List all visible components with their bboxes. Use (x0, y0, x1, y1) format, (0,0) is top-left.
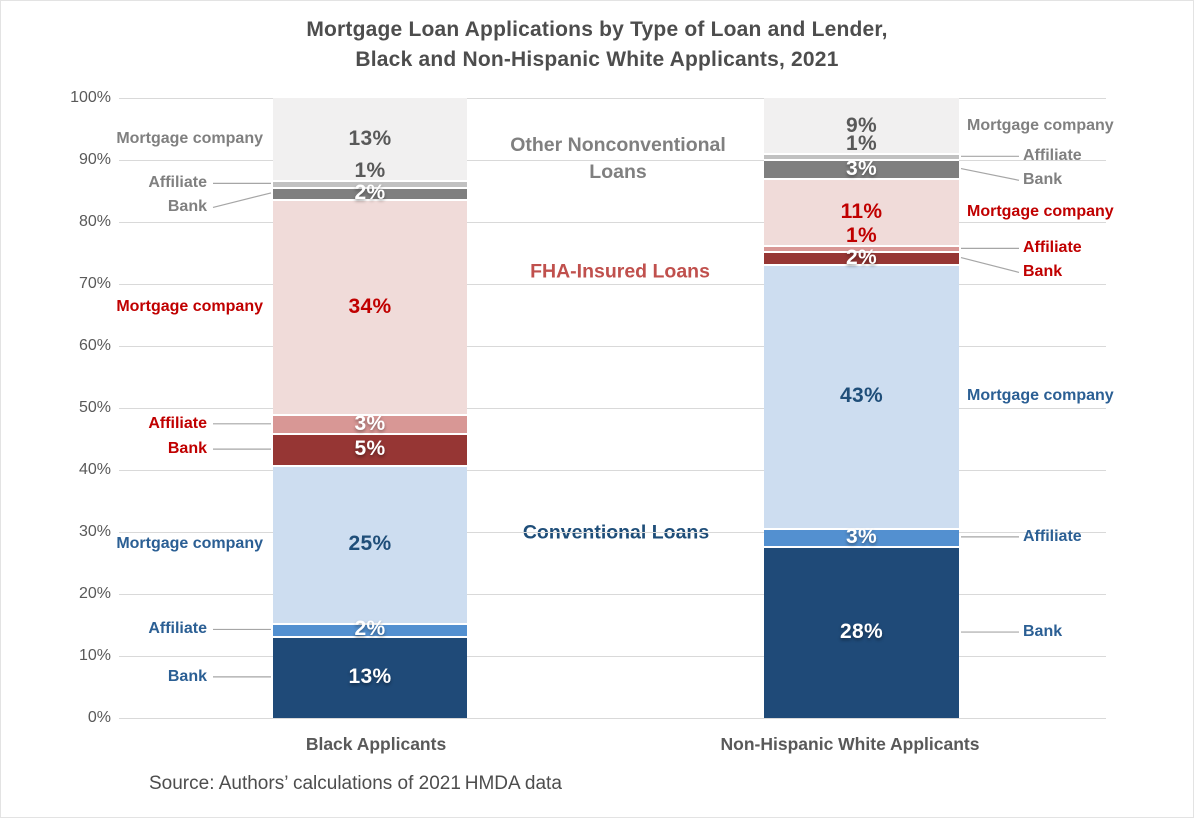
value-label-bank: 3% (846, 156, 877, 180)
group-label-conventional-loans: Conventional Loans (522, 521, 710, 544)
chart-title-line1: Mortgage Loan Applications by Type of Lo… (306, 18, 888, 41)
bar-segment-conventional-loans-bank (273, 635, 467, 718)
bar-segment-other-nonconventional-loans-bank (273, 186, 467, 200)
y-tick-label-60%: 60% (78, 337, 111, 354)
value-label-affiliate: 1% (354, 159, 386, 183)
bar-segment-fha-insured-loans-bank (273, 433, 467, 465)
bar-segment-other-nonconventional-loans-bank (764, 159, 959, 178)
bar-segment-conventional-loans-mortgage-company (273, 464, 467, 624)
source-note: Source: Authors’ calculations of 2021 HM… (149, 773, 562, 794)
lender-label-bank: Bank (1023, 263, 1063, 281)
value-label-bank: 5% (354, 437, 386, 461)
lender-label-mortgage-company: Mortgage company (116, 535, 263, 553)
bar-segment-fha-insured-loans-affiliate (273, 414, 467, 434)
lender-label-affiliate: Affiliate (148, 414, 207, 432)
value-label-affiliate: 1% (846, 224, 877, 248)
value-label-mortgage-company: 43% (840, 383, 883, 407)
value-label-affiliate: 1% (846, 132, 877, 156)
y-tick-label-0%: 0% (87, 709, 111, 726)
gridline-10% (119, 655, 1106, 657)
lender-label-affiliate: Affiliate (1023, 527, 1082, 545)
y-tick-label-70%: 70% (78, 275, 111, 292)
group-label-fha-insured-loans: FHA-Insured Loans (530, 260, 710, 283)
gridline-70% (119, 283, 1106, 285)
leader-line (960, 257, 1020, 273)
y-tick-label-80%: 80% (78, 213, 111, 230)
value-label-bank: 2% (846, 245, 877, 269)
lender-label-bank: Bank (1023, 171, 1063, 189)
y-tick-label-90%: 90% (78, 151, 111, 168)
gridline-90% (119, 159, 1106, 161)
lender-label-mortgage-company: Mortgage company (967, 202, 1114, 220)
bar-segment-fha-insured-loans-mortgage-company (273, 199, 467, 415)
bar-segment-fha-insured-loans-mortgage-company (764, 177, 959, 246)
value-label-mortgage-company: 9% (846, 113, 877, 137)
y-tick-label-50%: 50% (78, 399, 111, 416)
y-tick-label-20%: 20% (78, 585, 111, 602)
leader-line (212, 192, 272, 208)
gridline-0% (119, 717, 1106, 719)
lender-label-mortgage-company: Mortgage company (967, 386, 1114, 404)
gridline-60% (119, 345, 1106, 347)
lender-label-bank: Bank (167, 440, 207, 458)
group-label-other-nonconventional-loans: Other Nonconventional Loans (510, 134, 726, 183)
bar-segment-other-nonconventional-loans-affiliate (273, 180, 467, 187)
category-label-black-applicants: Black Applicants (305, 734, 447, 754)
y-tick-label-30%: 30% (78, 523, 111, 540)
gridline-30% (119, 531, 1106, 533)
bar-segment-fha-insured-loans-bank (764, 251, 959, 264)
y-tick-label-100%: 100% (70, 89, 111, 106)
gridline-100% (119, 97, 1106, 99)
value-label-bank: 28% (840, 620, 883, 644)
value-label-mortgage-company: 25% (348, 532, 392, 556)
lender-label-bank: Bank (1023, 623, 1063, 641)
bar-segment-other-nonconventional-loans-affiliate (764, 153, 959, 160)
bar-segment-other-nonconventional-loans-mortgage-company (764, 98, 959, 154)
chart-title: Mortgage Loan Applications by Type of Lo… (1, 15, 1193, 75)
lender-label-affiliate: Affiliate (1023, 239, 1082, 257)
value-label-affiliate: 3% (846, 524, 877, 548)
value-label-mortgage-company: 11% (840, 199, 883, 223)
bar-segment-conventional-loans-affiliate (273, 623, 467, 636)
category-label-non-hispanic-white-applicants: Non-Hispanic White Applicants (720, 734, 980, 754)
value-label-bank: 2% (354, 180, 386, 204)
value-label-affiliate: 3% (354, 411, 386, 435)
bar-segment-conventional-loans-affiliate (764, 527, 959, 547)
value-label-affiliate: 2% (354, 617, 386, 641)
y-tick-label-40%: 40% (78, 461, 111, 478)
lender-label-mortgage-company: Mortgage company (116, 130, 263, 148)
gridline-50% (119, 407, 1106, 409)
bar-segment-other-nonconventional-loans-mortgage-company (273, 98, 467, 181)
bar-segment-fha-insured-loans-affiliate (764, 245, 959, 252)
value-label-mortgage-company: 34% (348, 294, 392, 318)
bar-segment-conventional-loans-bank (764, 546, 959, 718)
gridline-80% (119, 221, 1106, 223)
gridline-40% (119, 469, 1106, 471)
gridline-20% (119, 593, 1106, 595)
value-label-mortgage-company: 13% (348, 127, 392, 151)
leader-line (960, 168, 1020, 181)
lender-label-mortgage-company: Mortgage company (116, 297, 263, 315)
lender-label-affiliate: Affiliate (1023, 147, 1082, 165)
lender-label-mortgage-company: Mortgage company (967, 116, 1114, 134)
value-label-bank: 13% (348, 664, 392, 688)
lender-label-affiliate: Affiliate (148, 174, 207, 192)
lender-label-affiliate: Affiliate (148, 620, 207, 638)
y-tick-label-10%: 10% (78, 647, 111, 664)
bar-segment-conventional-loans-mortgage-company (764, 263, 959, 528)
lender-label-bank: Bank (167, 198, 207, 216)
lender-label-bank: Bank (167, 667, 207, 685)
chart-title-line2: Black and Non-Hispanic White Applicants,… (355, 48, 839, 71)
